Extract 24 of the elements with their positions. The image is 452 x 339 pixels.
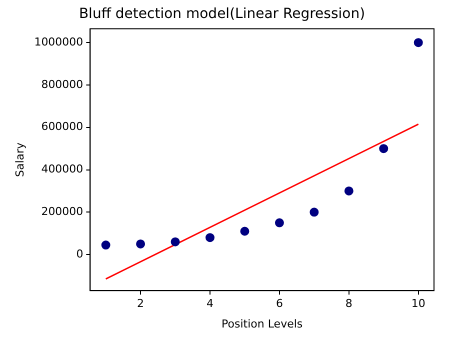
y-axis-title: Salary — [13, 142, 26, 177]
x-axis-title: Position Levels — [222, 317, 303, 330]
y-tick-label: 200000 — [41, 205, 84, 218]
y-tick-label: 1000000 — [34, 35, 84, 48]
point — [101, 240, 110, 250]
point — [414, 38, 423, 48]
y-tick-label: 600000 — [41, 120, 84, 134]
point — [240, 226, 250, 236]
chart-title: Bluff detection model(Linear Regression) — [78, 6, 366, 22]
point — [310, 208, 319, 217]
y-tick-label: 800000 — [41, 78, 84, 91]
y-tick-label: 0 — [76, 247, 84, 260]
point — [274, 218, 284, 228]
point — [206, 233, 215, 242]
point — [136, 239, 146, 248]
x-tick-label: 4 — [206, 297, 214, 310]
point — [344, 186, 354, 196]
x-tick-label: 8 — [345, 297, 352, 310]
x-tick-label: 2 — [137, 297, 144, 310]
point — [379, 144, 388, 154]
x-tick-label: 6 — [276, 297, 283, 310]
x-tick-label: 10 — [411, 297, 426, 310]
point — [170, 237, 180, 246]
y-tick-label: 400000 — [41, 162, 84, 176]
